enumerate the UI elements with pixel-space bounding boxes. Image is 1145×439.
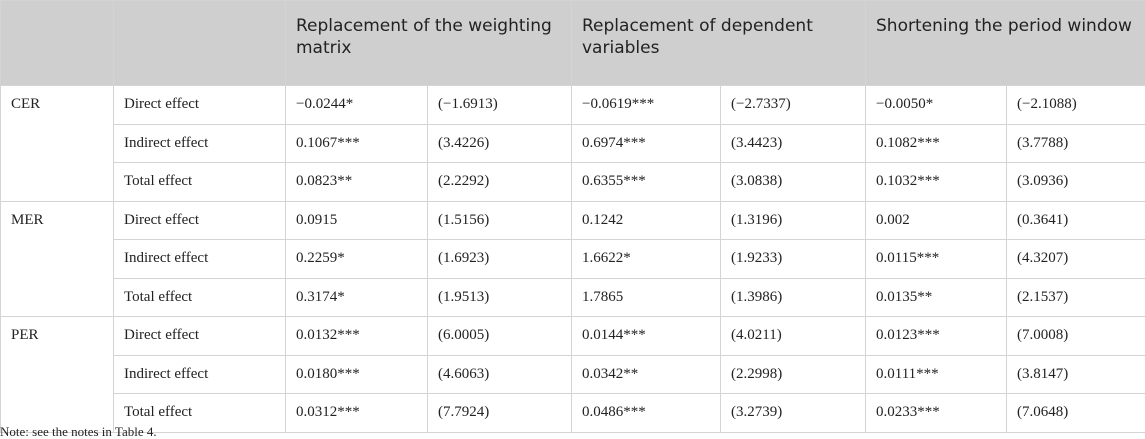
value-cell: 0.0180*** bbox=[285, 354, 428, 394]
value-cell: 0.0342** bbox=[571, 354, 721, 394]
data-row: Indirect effect 0.0180*** (4.6063) 0.0342**… bbox=[1, 354, 1145, 394]
data-row: MER Direct effect 0.0915 (1.5156) 0.1242 (1.3… bbox=[0, 200, 1145, 317]
data-row: Indirect effect 0.1067*** (3.4226) 0.6974**… bbox=[1, 123, 1145, 163]
value-cell: 0.0823** bbox=[285, 162, 428, 202]
data-row: Total effect 0.0312*** (7.7924) 0.0486*** (3… bbox=[1, 393, 1145, 433]
header-cell: Replacement of dependent variables bbox=[570, 0, 867, 86]
value-cell: 0.0486*** bbox=[571, 393, 721, 433]
value-cell: (3.7788) bbox=[1006, 123, 1145, 163]
value-cell: (1.5156) bbox=[427, 200, 572, 240]
header-row: Replacement of the weighting matrix Repla… bbox=[0, 0, 1145, 86]
group-cell: MER bbox=[0, 200, 114, 317]
value-cell: (3.8147) bbox=[1006, 354, 1145, 394]
value-cell: 0.6355*** bbox=[571, 162, 721, 202]
effect-cell: Indirect effect bbox=[113, 354, 286, 394]
value-cell: (1.3196) bbox=[719, 200, 867, 240]
value-cell: 0.0233*** bbox=[865, 393, 1008, 433]
value-cell: (−2.1088) bbox=[1006, 85, 1145, 125]
value-cell: 0.1032*** bbox=[865, 162, 1008, 202]
value-cell: 0.0111*** bbox=[865, 354, 1008, 394]
value-cell: 0.3174* bbox=[285, 277, 428, 317]
data-row: PER Direct effect 0.0132*** (6.0005) 0.0144*… bbox=[0, 316, 1145, 433]
value-cell: (3.0838) bbox=[719, 162, 867, 202]
effect-cell: Direct effect bbox=[113, 200, 286, 240]
value-cell: 0.002 bbox=[865, 200, 1008, 240]
effect-cell: Total effect bbox=[113, 393, 286, 433]
value-cell: (−2.7337) bbox=[719, 85, 867, 125]
value-cell: 0.1242 bbox=[571, 200, 721, 240]
value-cell: (0.3641) bbox=[1006, 200, 1145, 240]
value-cell: (1.3986) bbox=[719, 277, 867, 317]
value-cell: (1.9233) bbox=[719, 239, 867, 279]
value-cell: 1.7865 bbox=[571, 277, 721, 317]
value-cell: 0.1082*** bbox=[865, 123, 1008, 163]
header-cell bbox=[0, 0, 114, 86]
group-cell: PER bbox=[0, 316, 114, 433]
value-cell: (7.0648) bbox=[1006, 393, 1145, 433]
value-cell: (3.2739) bbox=[719, 393, 867, 433]
value-cell: −0.0619*** bbox=[571, 85, 721, 125]
value-cell: (2.2292) bbox=[427, 162, 572, 202]
value-cell: 0.1067*** bbox=[285, 123, 428, 163]
value-cell: 0.0115*** bbox=[865, 239, 1008, 279]
value-cell: (4.6063) bbox=[427, 354, 572, 394]
value-cell: 0.0312*** bbox=[285, 393, 428, 433]
value-cell: (2.1537) bbox=[1006, 277, 1145, 317]
value-cell: (2.2998) bbox=[719, 354, 867, 394]
effect-cell: Direct effect bbox=[113, 316, 286, 356]
effect-cell: Total effect bbox=[113, 162, 286, 202]
value-cell: 0.0123*** bbox=[865, 316, 1008, 356]
header-cell: Shortening the period window bbox=[865, 0, 1145, 86]
value-cell: 0.0915 bbox=[285, 200, 428, 240]
value-cell: 0.2259* bbox=[285, 239, 428, 279]
value-cell: 0.0132*** bbox=[285, 316, 428, 356]
value-cell: (6.0005) bbox=[427, 316, 572, 356]
value-cell: (7.0008) bbox=[1006, 316, 1145, 356]
effect-cell: Indirect effect bbox=[113, 123, 286, 163]
effect-cell: Total effect bbox=[113, 277, 286, 317]
group-cell: CER bbox=[0, 85, 114, 202]
value-cell: (7.7924) bbox=[427, 393, 572, 433]
data-row: Total effect 0.0823** (2.2292) 0.6355*** (3.… bbox=[1, 162, 1145, 202]
value-cell: 0.0144*** bbox=[571, 316, 721, 356]
data-row: CER Direct effect −0.0244* (−1.6913) −0.0619… bbox=[0, 85, 1145, 202]
value-cell: (1.6923) bbox=[427, 239, 572, 279]
value-cell: −0.0244* bbox=[285, 85, 428, 125]
value-cell: (3.4226) bbox=[427, 123, 572, 163]
value-cell: 1.6622* bbox=[571, 239, 721, 279]
value-cell: 0.0135** bbox=[865, 277, 1008, 317]
header-cell bbox=[113, 0, 286, 86]
value-cell: (−1.6913) bbox=[427, 85, 572, 125]
value-cell: (1.9513) bbox=[427, 277, 572, 317]
value-cell: (4.3207) bbox=[1006, 239, 1145, 279]
effect-cell: Direct effect bbox=[113, 85, 286, 125]
note: Note: see the notes in Table 4. bbox=[0, 424, 157, 439]
value-cell: (3.0936) bbox=[1006, 162, 1145, 202]
value-cell: 0.6974*** bbox=[571, 123, 721, 163]
header-cell: Replacement of the weighting matrix bbox=[285, 0, 572, 86]
effect-cell: Indirect effect bbox=[113, 239, 286, 279]
value-cell: (4.0211) bbox=[719, 316, 867, 356]
data-row: Indirect effect 0.2259* (1.6923) 1.6622* (1.… bbox=[1, 239, 1145, 279]
data-row: Total effect 0.3174* (1.9513) 1.7865 (1.3986… bbox=[1, 277, 1145, 317]
value-cell: −0.0050* bbox=[865, 85, 1008, 125]
value-cell: (3.4423) bbox=[719, 123, 867, 163]
